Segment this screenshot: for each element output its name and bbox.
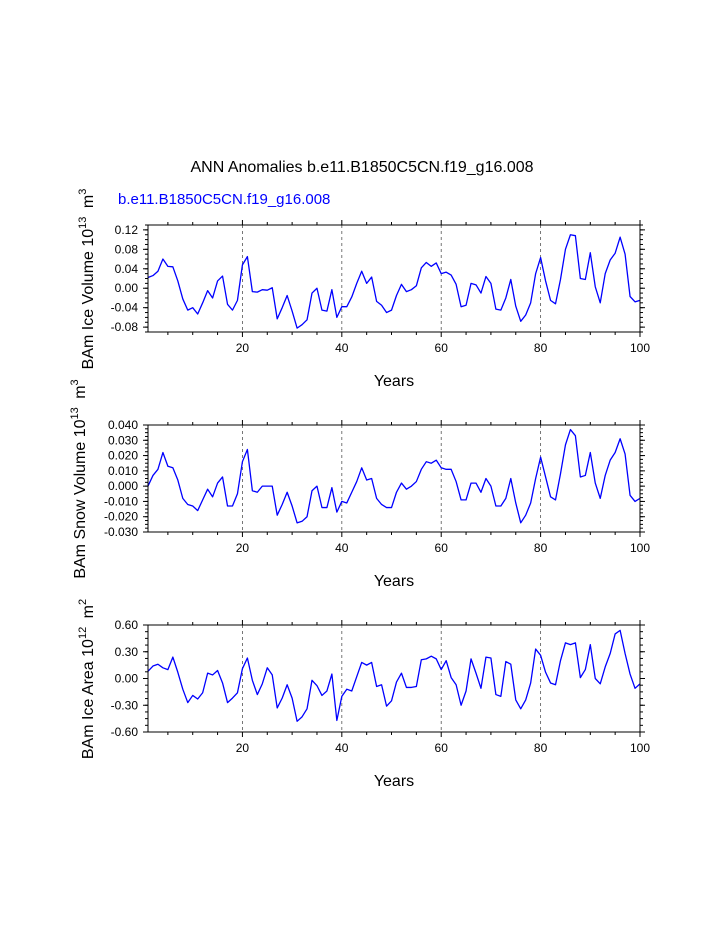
ice-area-y-label-power: 12 [77, 627, 89, 639]
ice-volume-plot-frame [147, 224, 641, 333]
ice-area-series-line [147, 629, 641, 722]
ice-volume-x-tick-label: 20 [236, 341, 250, 355]
ice-area-y-tick-label: -0.60 [111, 725, 139, 739]
panel-snow-volume: 20 40 60 80 100-0.030-0.020-0.0100.0000.0100… [65, 379, 650, 590]
snow-volume-x-tick-label: 100 [630, 541, 650, 555]
ice-area-y-tick-label: 0.00 [115, 672, 139, 686]
ice-area-x-tick-label: 80 [534, 741, 548, 755]
snow-volume-y-tick-label: 0.020 [108, 449, 138, 463]
snow-volume-y-label-power: 13 [69, 407, 81, 419]
snow-volume-y-label-base: 10 [72, 419, 89, 437]
ice-area-y-tick-label: -0.30 [111, 698, 139, 712]
snow-volume-x-tick-label: 20 [236, 541, 250, 555]
snow-volume-y-tick-label: -0.020 [104, 510, 138, 524]
panel-ice-area: 20 40 60 80 100-0.60-0.300.000.300.60 Years … [73, 599, 651, 790]
snow-volume-y-tick-label: 0.040 [108, 418, 138, 432]
ice-volume-y-label-name: BAm Ice Volume [80, 251, 97, 369]
snow-volume-y-label-name: BAm Snow Volume [72, 442, 89, 579]
ice-area-x-tick-label: 40 [335, 741, 349, 755]
figure-title: ANN Anomalies b.e11.B1850C5CN.f19_g16.00… [190, 159, 533, 176]
ice-area-y-label-name: BAm Ice Area [80, 661, 97, 759]
ice-area-y-tick-label: 0.30 [115, 645, 139, 659]
snow-volume-grid [242, 425, 542, 532]
ice-volume-y-tick-label: 0.12 [115, 223, 139, 237]
ice-area-x-tick-label: 60 [435, 741, 449, 755]
ice-area-x-tick-label: 20 [236, 741, 250, 755]
ice-volume-y-label-unit: m [80, 195, 97, 208]
snow-volume-y-tick-label: -0.010 [104, 494, 138, 508]
snow-volume-y-tick-label: 0.010 [108, 464, 138, 478]
snow-volume-series-line [147, 428, 641, 524]
ice-volume-y-label-base: 10 [80, 229, 97, 247]
ice-volume-y-label-power: 13 [77, 217, 89, 229]
ice-volume-y-tick-label: 0.00 [115, 281, 139, 295]
ice-volume-y-tick-label: 0.08 [115, 242, 139, 256]
ice-volume-x-axis-label: Years [374, 373, 414, 390]
ice-area-x-axis-label: Years [374, 773, 414, 790]
ice-volume-ticks: 20 40 60 80 100 -0.08 -0.04 0.00 0.04 0.08 0.12 [111, 220, 650, 355]
ice-volume-x-tick-label: 100 [630, 341, 650, 355]
ice-area-y-tick-label: 0.60 [115, 618, 139, 632]
ice-volume-y-axis-label: BAm Ice Volume 1013 m3 [73, 189, 97, 370]
snow-volume-ticks: 20 40 60 80 100-0.030-0.020-0.0100.0000.0100… [104, 418, 650, 555]
snow-volume-y-tick-label: 0.000 [108, 479, 138, 493]
ice-area-plot-frame [147, 624, 641, 733]
snow-volume-x-tick-label: 40 [335, 541, 349, 555]
ice-volume-y-label-unit-power: 3 [77, 189, 89, 195]
snow-volume-y-tick-label: -0.030 [104, 525, 138, 539]
ice-area-grid [242, 625, 542, 732]
panel-ice-volume: 20 40 60 80 100 -0.08 -0.04 0.00 0.04 0.08 0.12 Ye… [73, 189, 650, 390]
snow-volume-x-tick-label: 80 [534, 541, 548, 555]
ice-area-y-label-unit-power: 2 [77, 599, 89, 605]
snow-volume-x-tick-label: 60 [435, 541, 449, 555]
ice-area-x-tick-label: 100 [630, 741, 650, 755]
ice-volume-x-tick-label: 40 [335, 341, 349, 355]
ice-volume-y-tick-label: -0.04 [111, 301, 139, 315]
ice-volume-y-tick-label: 0.04 [115, 262, 139, 276]
snow-volume-y-label-unit-power: 3 [69, 379, 81, 385]
snow-volume-x-axis-label: Years [374, 573, 414, 590]
ice-area-y-label-base: 10 [80, 639, 97, 657]
snow-volume-y-label-unit: m [72, 385, 89, 398]
snow-volume-y-axis-label: BAm Snow Volume 1013 m3 [65, 379, 89, 578]
legend-label: b.e11.B1850C5CN.f19_g16.008 [118, 191, 330, 208]
snow-volume-y-tick-label: 0.030 [108, 433, 138, 447]
ice-area-ticks: 20 40 60 80 100 -0.60 -0.30 0.00 0.30 0.60 [111, 618, 651, 755]
ice-volume-grid [242, 225, 542, 332]
ice-volume-x-tick-label: 80 [534, 341, 548, 355]
ice-volume-y-tick-label: -0.08 [111, 320, 139, 334]
ice-area-y-axis-label: BAm Ice Area 1012 m2 [73, 599, 97, 759]
ice-area-y-label-unit: m [80, 605, 97, 618]
ice-volume-x-tick-label: 60 [435, 341, 449, 355]
ice-volume-series-line [147, 234, 641, 329]
